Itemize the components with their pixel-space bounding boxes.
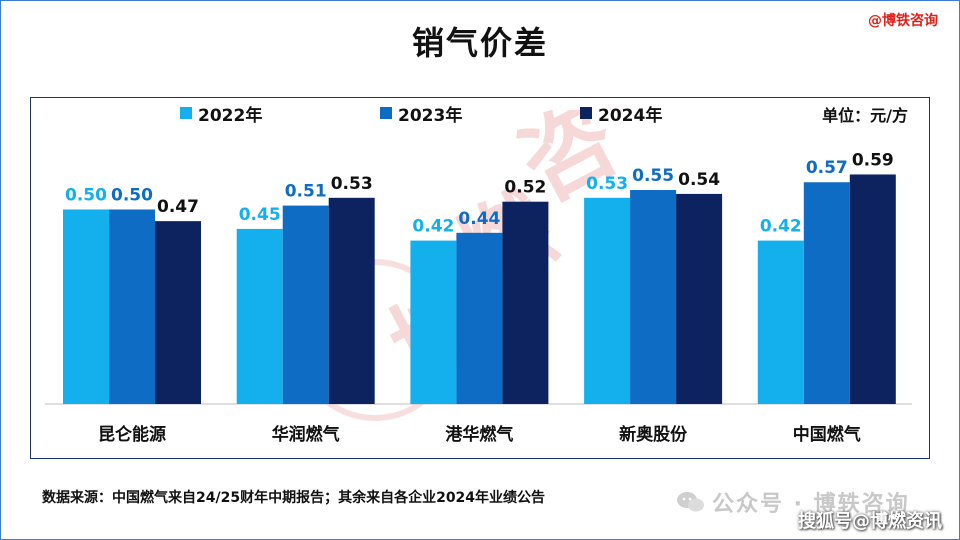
bar-2023年-华润燃气: [282, 205, 329, 404]
bar-2022年-新奥股份: [584, 197, 631, 404]
source-note: 数据来源：中国燃气来自24/25财年中期报告；其余来自各企业2024年业绩公告: [42, 490, 546, 506]
legend: 2022年 2023年 2024年: [180, 105, 662, 126]
bar-2023年-新奥股份: [630, 190, 677, 404]
wechat-watermark: 公众号 · 博轶咨询: [676, 486, 910, 518]
wechat-account-text: 公众号 · 博轶咨询: [712, 492, 910, 517]
sohu-watermark: 搜狐号@博燃资讯: [798, 511, 942, 532]
category-label-华润燃气: 华润燃气: [272, 424, 340, 445]
chart-panel: [30, 97, 930, 459]
data-label-2024年-华润燃气: 0.53: [331, 174, 373, 194]
legend-swatch-2022: [180, 107, 192, 119]
bar-2024年-昆仑能源: [155, 221, 201, 404]
bar-2023年-昆仑能源: [109, 209, 155, 404]
legend-swatch-2024: [580, 107, 592, 119]
bar-2022年-港华燃气: [410, 240, 457, 404]
data-label-2023年-新奥股份: 0.55: [632, 166, 674, 186]
bar-2024年-华润燃气: [328, 197, 375, 404]
bar-2024年-中国燃气: [849, 174, 896, 404]
data-label-2022年-港华燃气: 0.42: [412, 217, 454, 237]
data-label-2022年-昆仑能源: 0.50: [65, 185, 107, 205]
data-label-2023年-昆仑能源: 0.50: [111, 185, 153, 205]
bar-2024年-港华燃气: [502, 201, 549, 404]
legend-label-2022: 2022年: [198, 105, 262, 126]
data-label-2022年-华润燃气: 0.45: [239, 205, 281, 225]
bar-2023年-港华燃气: [456, 232, 503, 404]
legend-label-2024: 2024年: [598, 105, 662, 126]
category-label-中国燃气: 中国燃气: [793, 424, 861, 445]
data-label-2024年-港华燃气: 0.52: [504, 178, 546, 198]
unit-label: 单位：元/方: [822, 106, 908, 125]
data-label-2023年-中国燃气: 0.57: [806, 158, 848, 178]
value-labels-group: 0.50 0.500.47 0.450.51 0.530.42 0.440.52 0.53…: [65, 150, 894, 236]
data-label-2023年-港华燃气: 0.44: [458, 209, 500, 229]
wechat-icon: [677, 492, 704, 512]
data-label-2024年-中国燃气: 0.59: [852, 150, 894, 170]
category-label-新奥股份: 新奥股份: [619, 424, 688, 445]
bar-2022年-中国燃气: [757, 240, 804, 404]
data-label-2024年-昆仑能源: 0.47: [157, 197, 199, 217]
data-label-2022年-中国燃气: 0.42: [760, 217, 802, 237]
bar-2022年-华润燃气: [236, 228, 283, 404]
legend-swatch-2023: [380, 107, 392, 119]
data-label-2022年-新奥股份: 0.53: [586, 174, 628, 194]
category-label-昆仑能源: 昆仑能源: [98, 424, 166, 445]
data-label-2024年-新奥股份: 0.54: [678, 170, 720, 190]
bar-2022年-昆仑能源: [63, 209, 109, 404]
data-label-2023年-华润燃气: 0.51: [285, 182, 327, 202]
brand-tag: @博铁咨询: [868, 13, 938, 29]
bars-group: [63, 174, 896, 404]
legend-label-2023: 2023年: [398, 105, 462, 126]
page-title: 销气价差: [411, 24, 548, 62]
category-label-港华燃气: 港华燃气: [445, 424, 513, 445]
bar-2023年-中国燃气: [803, 182, 850, 404]
category-labels-group: 昆仑能源 华润燃气 港华燃气 新奥股份 中国燃气: [98, 424, 861, 445]
bar-2024年-新奥股份: [676, 193, 723, 404]
